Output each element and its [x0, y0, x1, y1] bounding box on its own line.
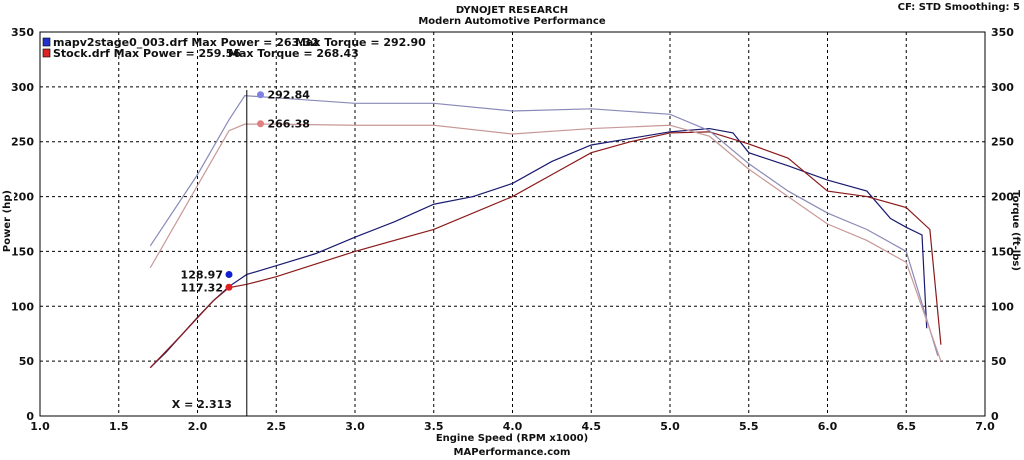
y-tick-label: 350	[11, 26, 34, 39]
series-line-1	[149, 131, 942, 369]
legend-swatch	[42, 48, 51, 58]
marker-label: 128.97	[181, 269, 223, 282]
x-tick-label: 7.0	[975, 420, 995, 433]
x-tick-label: 1.5	[109, 420, 129, 433]
y2-tick-label: 150	[991, 245, 1014, 258]
y-tick-label: 150	[11, 245, 34, 258]
y-tick-label: 300	[11, 81, 34, 94]
y-tick-label: 0	[26, 410, 34, 423]
marker-label: 117.32	[181, 281, 223, 294]
series-line-2	[149, 95, 939, 356]
legend-torque: Max Torque = 268.43	[228, 47, 359, 60]
x-axis-label: Engine Speed (RPM x1000)	[435, 433, 589, 444]
chart-title: DYNOJET RESEARCH	[455, 5, 569, 16]
legend-text: Stock.drf Max Power = 259.56	[53, 47, 241, 60]
x-tick-label: 2.5	[267, 420, 287, 433]
x-tick-label: 6.0	[818, 420, 838, 433]
x-tick-label: 6.5	[897, 420, 917, 433]
x-tick-label: 5.0	[660, 420, 680, 433]
y2-tick-label: 350	[991, 26, 1014, 39]
x-tick-label: 3.0	[345, 420, 365, 433]
marker-label: 266.38	[268, 118, 310, 131]
legend-torque: Max Torque = 292.90	[295, 36, 426, 49]
footer-text: MAPerformance.com	[453, 447, 571, 458]
x-tick-label: 4.5	[582, 420, 602, 433]
marker-point	[225, 271, 233, 279]
x-tick-label: 1.0	[30, 420, 50, 433]
x-tick-label: 3.5	[424, 420, 444, 433]
series-line-0	[149, 127, 928, 369]
settings-text: CF: STD Smoothing: 5	[897, 2, 1020, 13]
y-tick-label: 200	[11, 191, 34, 204]
y-tick-label: 50	[19, 355, 35, 368]
cursor-label: X = 2.313	[172, 398, 232, 411]
legend-swatch	[42, 37, 51, 47]
y2-tick-label: 0	[991, 410, 999, 423]
plot-frame	[39, 31, 986, 417]
y2-tick-label: 250	[991, 136, 1014, 149]
marker-point	[257, 120, 264, 128]
x-tick-label: 2.0	[188, 420, 208, 433]
y2-tick-label: 200	[991, 191, 1014, 204]
y-axis-label: Power (hp)	[2, 190, 14, 253]
y2-tick-label: 100	[991, 300, 1014, 313]
x-tick-label: 4.0	[503, 420, 523, 433]
y2-tick-label: 50	[991, 355, 1007, 368]
legend-text: mapv2stage0_003.drf Max Power = 263.32	[53, 36, 319, 49]
y-tick-label: 100	[11, 300, 34, 313]
x-tick-label: 5.5	[739, 420, 759, 433]
y-tick-label: 250	[11, 136, 34, 149]
chart-subtitle: Modern Automotive Performance	[418, 16, 606, 27]
y2-tick-label: 300	[991, 81, 1014, 94]
marker-point	[257, 91, 264, 99]
marker-point	[225, 283, 233, 291]
series-line-3	[149, 123, 942, 362]
marker-label: 292.84	[268, 89, 311, 102]
